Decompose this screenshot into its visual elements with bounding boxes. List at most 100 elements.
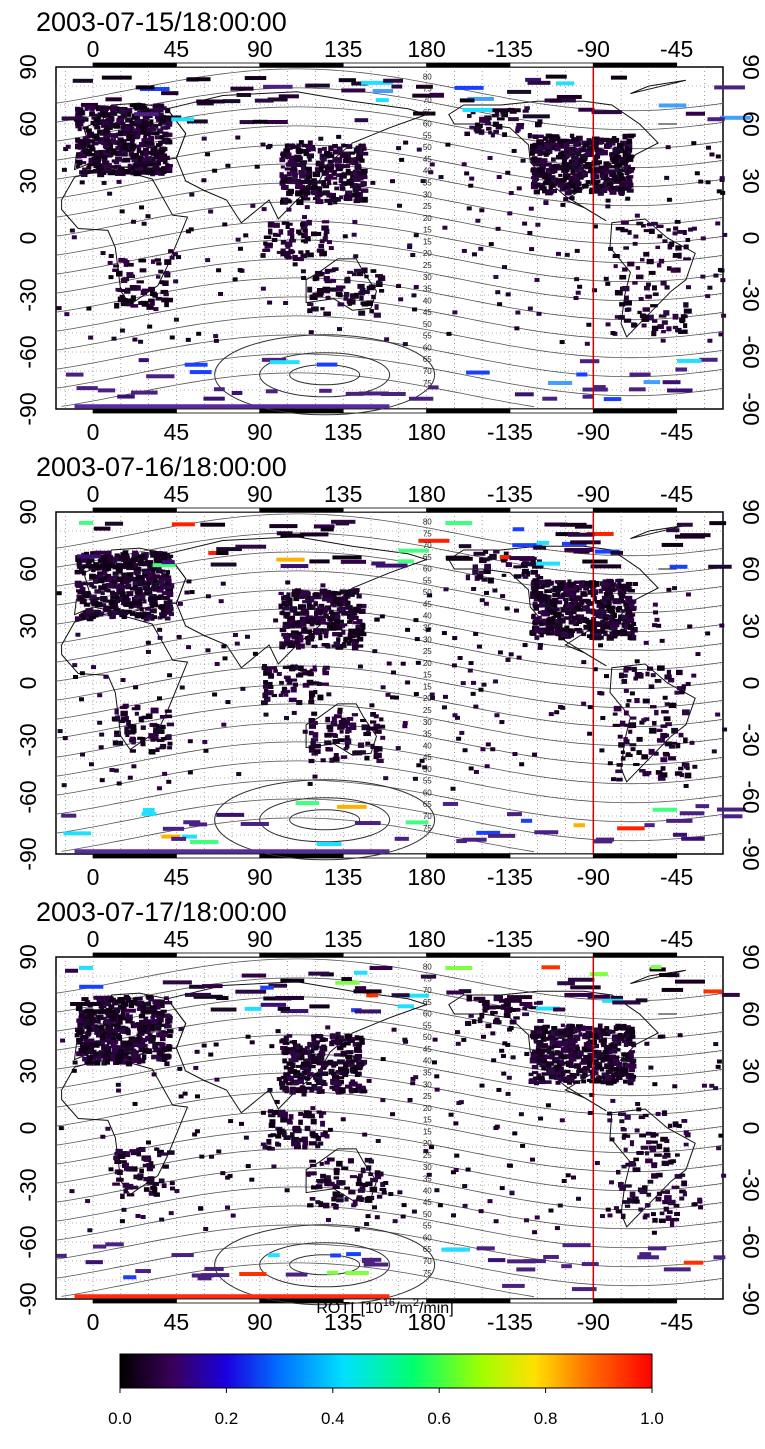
roti-cell	[342, 144, 349, 148]
roti-cell	[558, 635, 565, 641]
roti-cell	[610, 777, 616, 782]
roti-cell	[669, 242, 675, 247]
roti-cell	[114, 717, 120, 722]
roti-cell	[563, 184, 569, 189]
roti-cell-high-lat	[564, 547, 594, 552]
roti-cell	[110, 1056, 116, 1062]
roti-cell	[641, 718, 647, 723]
roti-cell	[165, 163, 170, 167]
roti-cell	[317, 147, 322, 154]
roti-cell	[159, 1037, 166, 1042]
roti-cell	[111, 1047, 119, 1053]
roti-cell	[624, 146, 629, 150]
roti-cell	[105, 1037, 112, 1043]
roti-cell	[540, 584, 545, 588]
roti-cell	[114, 1023, 121, 1029]
roti-cell	[622, 133, 628, 140]
roti-cell	[289, 1089, 296, 1095]
roti-cell	[535, 172, 542, 177]
roti-cell	[629, 743, 637, 747]
roti-cell	[373, 751, 378, 757]
roti-cell	[97, 571, 105, 576]
roti-cell-high-lat	[445, 520, 473, 525]
roti-cell	[625, 598, 632, 604]
roti-cell	[620, 609, 627, 613]
roti-cell	[75, 106, 80, 112]
roti-cell	[691, 226, 697, 231]
roti-cell	[474, 122, 480, 127]
roti-cell	[340, 1050, 348, 1055]
roti-cell-high-lat	[254, 98, 274, 103]
roti-cell	[268, 228, 273, 234]
roti-cell	[282, 641, 287, 648]
roti-cell	[113, 264, 120, 268]
roti-cell	[531, 176, 539, 180]
roti-cell-high-lat	[405, 820, 429, 825]
roti-cell	[363, 731, 371, 737]
roti-cell	[384, 337, 390, 342]
roti-cell	[292, 256, 300, 261]
roti-cell	[558, 1077, 566, 1082]
roti-cell	[295, 1053, 301, 1058]
roti-cell	[94, 125, 101, 130]
roti-cell	[657, 665, 665, 671]
roti-cell	[121, 711, 128, 715]
roti-cell	[99, 576, 108, 580]
roti-cell	[516, 186, 522, 191]
roti-cell	[348, 299, 356, 305]
roti-cell	[117, 596, 124, 601]
roti-cell	[612, 618, 620, 625]
roti-cell	[666, 197, 672, 202]
roti-cell	[539, 185, 544, 189]
roti-cell	[77, 1021, 85, 1026]
roti-cell	[139, 205, 145, 210]
roti-cell	[127, 723, 133, 729]
roti-cell	[356, 594, 362, 599]
roti-cell	[118, 146, 124, 151]
roti-cell	[573, 1035, 581, 1041]
roti-cell	[495, 123, 503, 130]
roti-cell	[142, 1054, 147, 1060]
roti-cell	[130, 138, 136, 142]
roti-cell	[158, 140, 163, 145]
roti-cell	[638, 297, 644, 302]
roti-cell	[135, 128, 143, 135]
roti-cell	[187, 770, 193, 775]
roti-cell-high-lat	[707, 117, 725, 122]
roti-cell	[609, 189, 617, 195]
contour-label: 50	[423, 765, 432, 774]
roti-cell	[351, 1059, 358, 1063]
roti-cell	[370, 269, 377, 273]
roti-cell	[284, 144, 292, 149]
roti-cell	[582, 172, 588, 177]
roti-cell	[652, 623, 658, 628]
roti-cell	[302, 215, 308, 220]
roti-cell	[326, 597, 335, 603]
roti-cell	[323, 228, 330, 235]
roti-cell	[324, 151, 331, 155]
roti-cell	[145, 995, 153, 999]
roti-cell	[577, 284, 583, 289]
roti-cell	[284, 1087, 290, 1093]
roti-cell	[323, 153, 330, 159]
roti-cell	[573, 296, 579, 301]
roti-cell	[532, 162, 539, 167]
roti-cell	[312, 275, 320, 281]
roti-cell-high-lat	[582, 387, 608, 392]
roti-cell	[617, 734, 623, 739]
roti-cell	[260, 286, 266, 291]
roti-cell	[153, 163, 159, 168]
roti-cell	[308, 690, 316, 696]
roti-cell	[158, 569, 166, 573]
roti-cell	[214, 661, 220, 666]
roti-cell	[527, 133, 532, 139]
roti-cell	[606, 595, 614, 601]
roti-cell	[87, 139, 95, 143]
roti-cell	[95, 1015, 100, 1021]
roti-cell	[166, 722, 175, 727]
roti-cell	[582, 184, 589, 189]
roti-cell	[360, 175, 368, 180]
roti-cell	[531, 1056, 540, 1061]
roti-cell	[132, 724, 137, 731]
roti-cell	[484, 121, 492, 126]
